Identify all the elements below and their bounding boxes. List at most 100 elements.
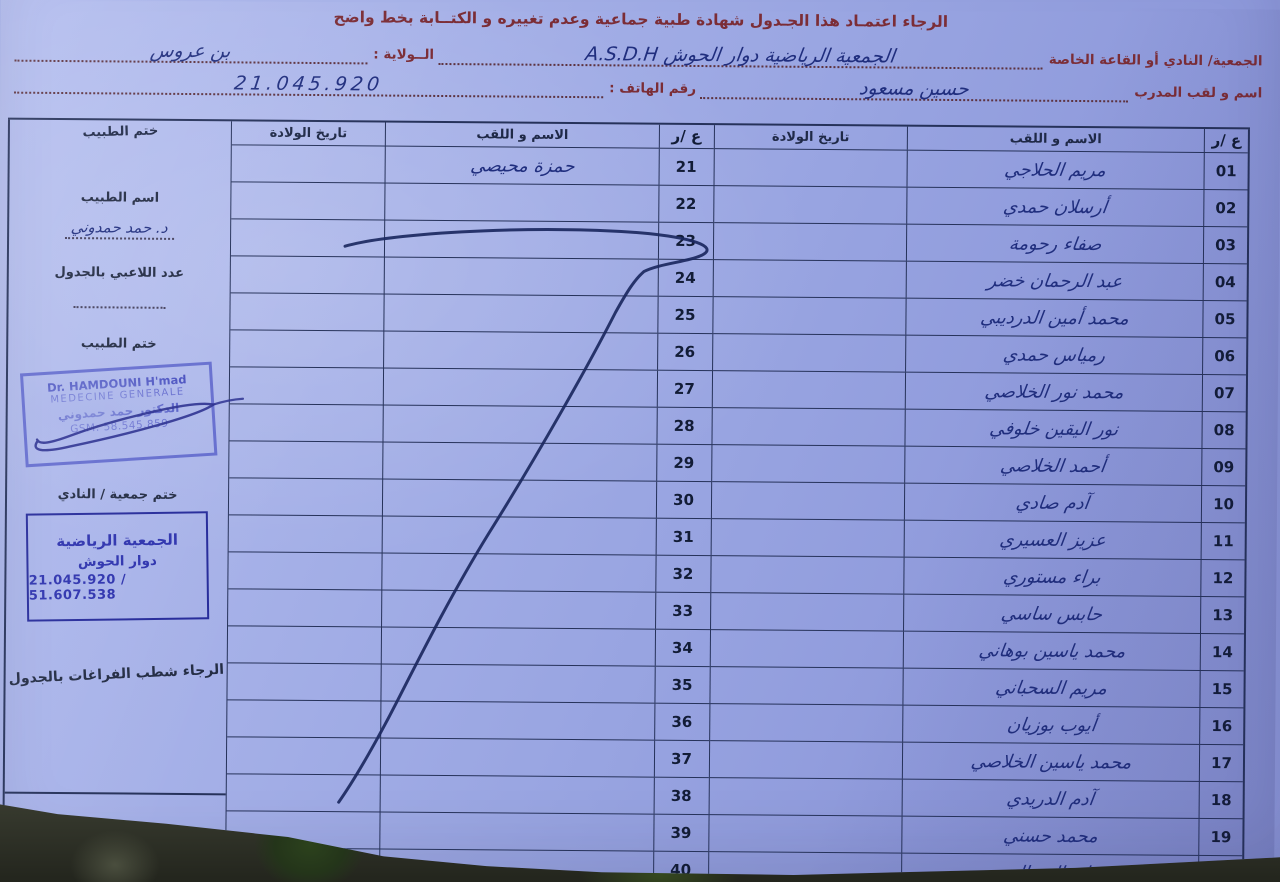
name-cell: أرسلان حمدي	[905, 187, 1205, 226]
table-row: حابس ساسي 13	[711, 593, 1245, 635]
table-row: أحمد الخلاصي 09	[712, 445, 1246, 487]
name-cell	[381, 553, 657, 592]
player-name-handwriting: آدم صادي	[1015, 492, 1091, 514]
dob-cell	[227, 737, 380, 774]
dob-cell	[228, 552, 381, 589]
row-number: 38	[670, 786, 692, 805]
table-row: 24	[230, 256, 713, 298]
row-number: 22	[675, 194, 697, 213]
row-number: 18	[1210, 791, 1232, 810]
dob-cell	[710, 704, 902, 742]
coach-field: حسين مسعود	[699, 77, 1129, 103]
row-number: 24	[674, 268, 696, 287]
association-line: الجمعية/ النادي أو القاعة الخاصة الجمعية…	[14, 39, 1266, 72]
row-number: 12	[1212, 569, 1234, 588]
association-handwriting: الجمعية الرياضية دوار الحوش A.S.D.H	[584, 43, 897, 68]
table-half-21-40: تاريخ الولادة الاسم و اللقب ع /ر حمزة مح…	[224, 121, 714, 875]
row-number: 27	[673, 379, 695, 398]
name-cell: رمياس حمدي	[904, 335, 1204, 374]
roster-table: ختم الطبيب اسم الطبيب د. حمد حمدوني عدد …	[2, 117, 1250, 875]
doctor-name-field: د. حمد حمدوني	[65, 217, 175, 240]
row-number: 34	[671, 638, 693, 657]
row-number: 21	[675, 157, 697, 177]
name-cell	[379, 812, 655, 851]
table-row: 29	[229, 441, 712, 483]
table-row: مريم الحلاجي 01	[714, 149, 1248, 191]
name-cell	[383, 220, 660, 259]
dob-cell	[229, 515, 382, 552]
table-row: عزيز العسيري 11	[711, 519, 1245, 561]
player-name-handwriting: مريم السحباني	[994, 676, 1109, 699]
player-name-handwriting: حابس ساسي	[1000, 602, 1104, 625]
table-row: حمزة محيصي 21	[231, 145, 714, 187]
player-name-handwriting: مريم الحلاجي	[1003, 158, 1108, 181]
dob-cell	[713, 371, 905, 409]
row-number: 07	[1213, 384, 1235, 403]
doctor-name-handwriting: د. حمد حمدوني	[70, 218, 170, 237]
coach-handwriting: حسين مسعود	[857, 77, 971, 101]
dob-cell	[709, 815, 901, 853]
name-cell: صفاء رحومة	[905, 224, 1205, 263]
row-number: 06	[1214, 347, 1236, 366]
row-number: 09	[1213, 458, 1235, 477]
association-field: الجمعية الرياضية دوار الحوش A.S.D.H	[437, 42, 1043, 70]
player-name-handwriting: عبد الرحمان خضر	[986, 269, 1124, 292]
player-name-handwriting: صفاء رحومة	[1007, 232, 1103, 255]
name-cell: محمد أمين الدرديبي	[904, 298, 1204, 337]
dob-cell	[228, 589, 381, 626]
document-title: الرجاء اعتمـاد هذا الجـدول شهادة طبية جم…	[333, 8, 949, 31]
row-number: 33	[672, 601, 694, 620]
name-cell	[383, 331, 659, 370]
dob-cell	[712, 445, 904, 483]
doctor-signature	[34, 397, 244, 452]
table-row: 38	[226, 774, 709, 816]
phone-field: 21.045.920	[14, 71, 604, 99]
row-number: 26	[674, 342, 696, 361]
dob-cell	[711, 593, 903, 631]
name-cell	[381, 479, 658, 518]
dob-cell	[231, 256, 384, 293]
row-number: 39	[670, 823, 692, 842]
row-number: 02	[1215, 199, 1237, 218]
dob-cell	[712, 482, 904, 520]
dob-cell	[229, 478, 382, 515]
dob-cell	[227, 700, 380, 737]
row-number: 19	[1210, 828, 1232, 847]
name-cell: مريم الحلاجي	[906, 150, 1205, 189]
row-number: 30	[673, 490, 695, 509]
table-row: 32	[228, 552, 711, 594]
player-name-handwriting: أيوب بوزيان	[1005, 713, 1097, 736]
phone-handwriting: 21.045.920	[232, 72, 385, 96]
table-row: 31	[228, 515, 711, 557]
number-column-header: ع /ر	[671, 126, 702, 146]
coach-line: اسم و لقب المدرب حسين مسعود رقم الهاتف :…	[14, 71, 1266, 104]
table-row: محمد ياسين بوهاني 14	[710, 630, 1244, 672]
doctor-stamp: Dr. HAMDOUNI H'mad MEDECINE GENERALE الد…	[19, 361, 244, 468]
dob-cell	[713, 334, 905, 372]
players-count-label: عدد اللاعبي بالجدول	[54, 264, 185, 281]
player-name-handwriting: عزيز العسيري	[998, 528, 1107, 551]
player-name-handwriting: حمزة محيصي	[468, 154, 576, 177]
row-number: 36	[671, 712, 693, 731]
dob-cell	[228, 626, 381, 663]
ground-stone	[70, 830, 160, 882]
doctor-name-label: اسم الطبيب	[80, 190, 160, 206]
name-column-header: الاسم و اللقب	[384, 122, 660, 148]
row-number: 05	[1214, 310, 1236, 329]
player-name-handwriting: أحمد الخلاصي	[999, 454, 1107, 477]
table-row: أيوب بوزيان 16	[710, 704, 1244, 746]
dob-cell	[710, 667, 902, 705]
table-row: 28	[229, 404, 712, 446]
dob-cell	[711, 556, 903, 594]
player-name-handwriting: آدم الدريدي	[1005, 787, 1096, 810]
player-name-handwriting: أرسلان حمدي	[1002, 195, 1109, 218]
table-row: 34	[227, 626, 711, 668]
player-name-handwriting: محمد أمين الدرديبي	[978, 306, 1130, 329]
table-row: محمد أمين الدرديبي 05	[713, 297, 1247, 339]
name-cell: محمد ياسين الخلاصي	[901, 742, 1201, 781]
name-cell	[379, 738, 656, 777]
name-cell	[382, 442, 658, 481]
club-stamp-association-name: الجمعية الرياضية	[55, 530, 178, 550]
name-cell	[383, 294, 659, 333]
